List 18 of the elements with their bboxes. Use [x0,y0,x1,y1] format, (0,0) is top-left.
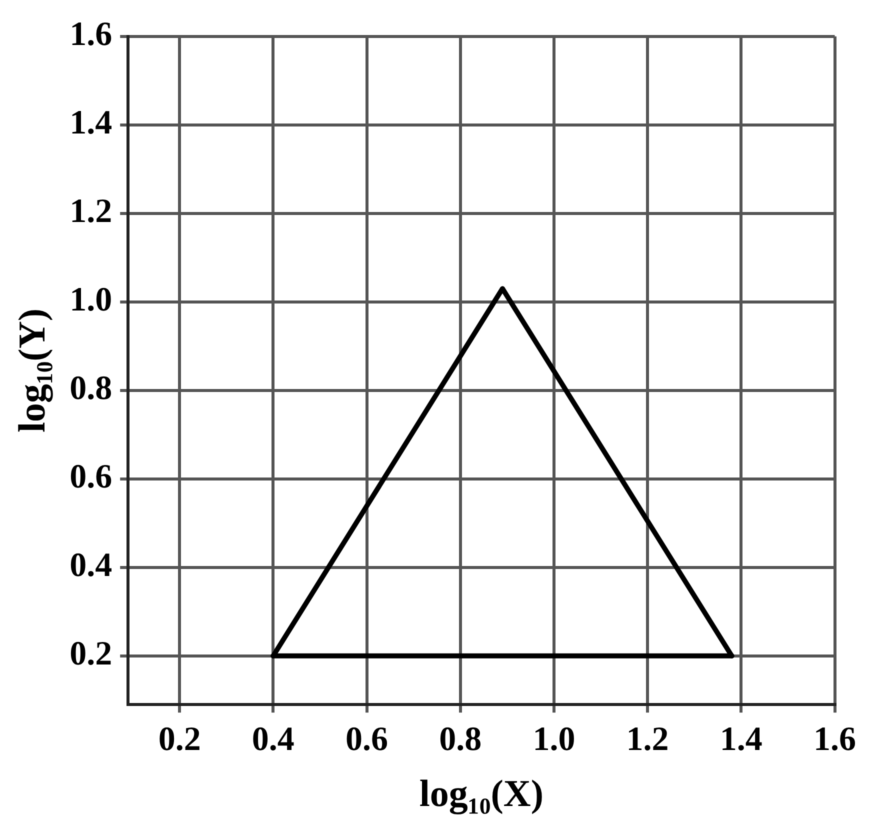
x-tick-label: 1.2 [626,720,669,758]
y-tick-label: 0.2 [70,636,112,673]
x-tick-label: 0.6 [346,720,388,758]
x-tick-label: 0.4 [252,720,294,758]
x-tick-label: 0.8 [439,720,482,758]
y-tick-label: 1.2 [70,193,112,230]
y-tick-label: 0.8 [70,370,112,408]
y-tick-label: 0.4 [70,547,112,584]
x-tick-label: 1.6 [814,720,856,758]
y-tick-label: 0.6 [70,458,112,496]
x-tick-label: 1.4 [720,720,762,758]
y-tick-label: 1.0 [70,282,112,319]
x-tick-label: 1.0 [532,720,576,758]
y-tick-label: 1.4 [70,104,112,142]
x-tick-label: 0.2 [158,720,201,758]
y-tick-label: 1.6 [70,16,112,54]
y-axis-title: log₁₀(Y) [12,308,54,433]
x-axis-title: log₁₀(X) [419,773,544,816]
